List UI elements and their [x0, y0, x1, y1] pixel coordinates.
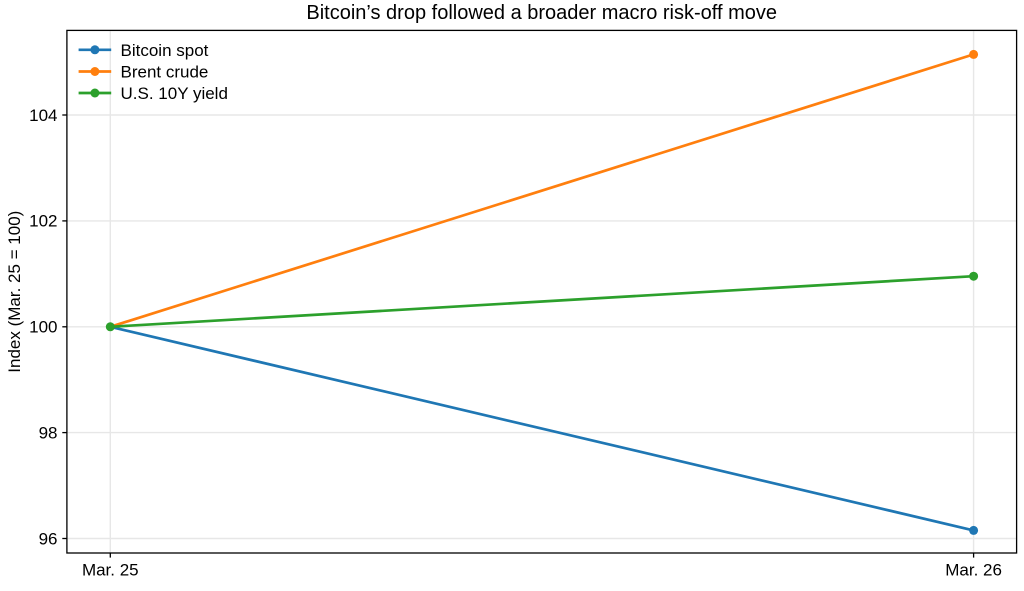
- svg-text:Mar. 26: Mar. 26: [945, 561, 1002, 580]
- svg-text:102: 102: [29, 212, 57, 231]
- svg-text:96: 96: [39, 529, 58, 548]
- svg-text:Mar. 25: Mar. 25: [82, 561, 139, 580]
- svg-text:Bitcoin spot: Bitcoin spot: [121, 41, 209, 60]
- svg-text:Bitcoin’s drop followed a broa: Bitcoin’s drop followed a broader macro …: [306, 2, 777, 24]
- svg-text:98: 98: [39, 423, 58, 442]
- svg-text:100: 100: [29, 318, 57, 337]
- svg-text:104: 104: [29, 106, 57, 125]
- svg-text:Brent crude: Brent crude: [121, 63, 209, 82]
- svg-text:Index (Mar. 25 = 100): Index (Mar. 25 = 100): [5, 211, 24, 373]
- svg-text:U.S. 10Y yield: U.S. 10Y yield: [121, 84, 228, 103]
